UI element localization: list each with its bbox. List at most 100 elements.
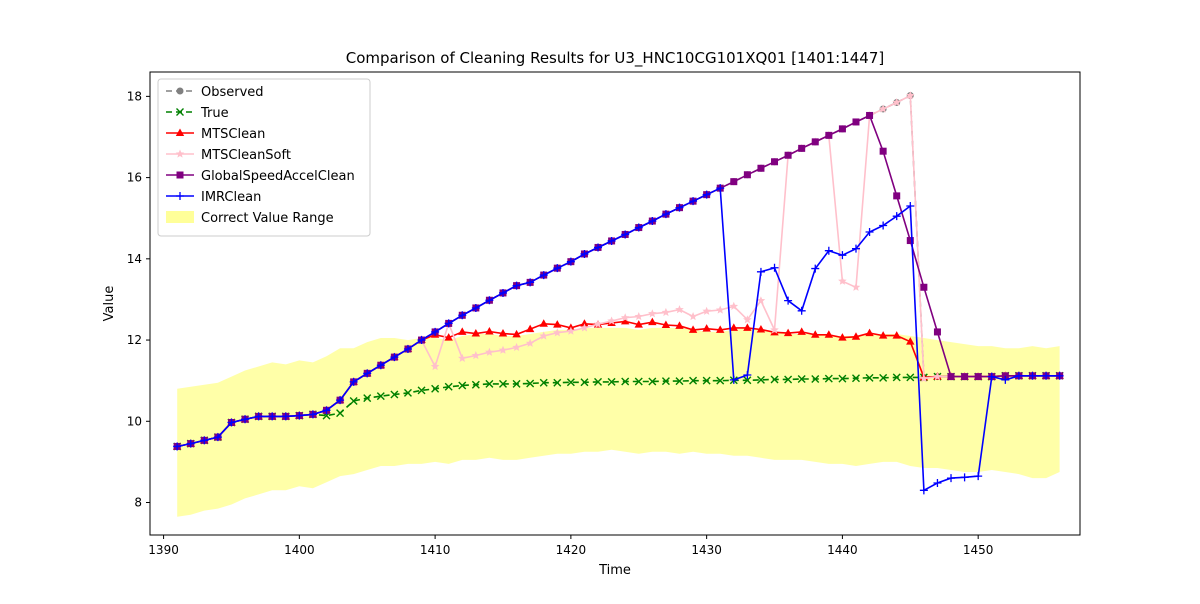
point-imrclean bbox=[431, 327, 440, 336]
point-imrclean bbox=[363, 369, 372, 378]
point-true bbox=[607, 377, 616, 386]
point-imrclean bbox=[1042, 371, 1051, 380]
series-line-true bbox=[177, 375, 1060, 448]
legend-marker-imrclean bbox=[176, 192, 184, 200]
series-layer bbox=[172, 91, 1064, 495]
legend-swatch-correct-value-range bbox=[166, 211, 194, 223]
point-imrclean bbox=[729, 375, 738, 384]
point-true bbox=[553, 378, 562, 387]
legend-label-mtsclean: MTSClean bbox=[201, 127, 265, 142]
point-imrclean bbox=[403, 344, 412, 353]
point-global-speed-accel-clean bbox=[920, 283, 928, 291]
point-imrclean bbox=[756, 267, 765, 276]
point-mtsclean-soft bbox=[702, 306, 711, 315]
point-mtsclean-soft bbox=[906, 91, 915, 100]
point-global-speed-accel-clean bbox=[743, 171, 751, 179]
x-tick-label: 1410 bbox=[420, 543, 451, 557]
legend-label-true: True bbox=[200, 106, 229, 121]
x-tick-label: 1440 bbox=[827, 543, 858, 557]
point-mtsclean-soft bbox=[553, 328, 562, 337]
point-mtsclean bbox=[851, 332, 861, 340]
point-mtsclean-soft bbox=[566, 326, 576, 335]
legend-marker-global-speed-accel-clean bbox=[176, 171, 184, 179]
point-imrclean bbox=[1001, 375, 1010, 384]
point-mtsclean bbox=[824, 330, 834, 338]
point-imrclean bbox=[471, 303, 480, 312]
point-imrclean bbox=[770, 263, 779, 272]
point-mtsclean bbox=[756, 324, 766, 333]
point-true bbox=[716, 376, 725, 385]
y-axis: 8 10 12 14 16 18 bbox=[127, 89, 150, 510]
point-mtsclean bbox=[444, 333, 453, 341]
point-mtsclean-soft bbox=[430, 362, 440, 371]
point-imrclean bbox=[376, 361, 385, 370]
point-imrclean bbox=[186, 439, 195, 448]
point-imrclean bbox=[892, 212, 901, 221]
point-mtsclean bbox=[702, 324, 711, 332]
point-mtsclean-soft bbox=[485, 347, 494, 356]
point-true bbox=[431, 384, 440, 393]
point-imrclean bbox=[227, 418, 236, 427]
point-true bbox=[336, 409, 345, 418]
point-imrclean bbox=[824, 246, 833, 255]
point-imrclean bbox=[254, 412, 263, 421]
point-mtsclean-soft bbox=[892, 98, 901, 107]
point-global-speed-accel-clean bbox=[1001, 372, 1009, 380]
series-imrclean bbox=[173, 184, 1064, 495]
x-tick-label: 1450 bbox=[963, 543, 994, 557]
point-true bbox=[512, 379, 521, 388]
point-imrclean bbox=[390, 353, 399, 362]
point-mtsclean-soft bbox=[851, 282, 861, 291]
legend-marker-mtsclean-soft bbox=[175, 149, 185, 158]
point-mtsclean-soft bbox=[498, 345, 508, 354]
point-imrclean bbox=[553, 264, 562, 273]
point-global-speed-accel-clean bbox=[825, 131, 833, 139]
point-global-speed-accel-clean bbox=[730, 178, 738, 186]
point-true bbox=[756, 375, 765, 384]
point-true bbox=[811, 375, 820, 384]
point-mtsclean bbox=[865, 328, 874, 337]
point-true bbox=[485, 379, 494, 388]
point-imrclean bbox=[308, 410, 317, 419]
point-imrclean bbox=[512, 281, 521, 290]
point-global-speed-accel-clean bbox=[838, 125, 846, 133]
point-true bbox=[471, 380, 480, 389]
point-mtsclean bbox=[498, 329, 508, 337]
y-tick-label: 14 bbox=[127, 252, 142, 266]
y-tick-label: 10 bbox=[127, 414, 142, 428]
point-mtsclean-soft bbox=[593, 319, 603, 328]
point-imrclean bbox=[417, 336, 426, 345]
point-mtsclean-soft bbox=[715, 305, 725, 314]
point-global-speed-accel-clean bbox=[974, 373, 982, 381]
point-mtsclean-soft bbox=[648, 309, 657, 318]
point-imrclean bbox=[526, 278, 535, 287]
point-mtsclean-soft bbox=[539, 331, 548, 340]
point-imrclean bbox=[594, 243, 603, 252]
point-global-speed-accel-clean bbox=[811, 138, 819, 146]
point-imrclean bbox=[851, 244, 860, 253]
point-mtsclean bbox=[743, 323, 752, 331]
legend-box bbox=[157, 78, 371, 237]
point-imrclean bbox=[716, 184, 725, 193]
point-true bbox=[743, 376, 752, 385]
point-imrclean bbox=[960, 473, 969, 482]
point-true bbox=[403, 388, 412, 397]
legend-label-global-speed-accel-clean: GlobalSpeedAccelClean bbox=[201, 169, 355, 184]
point-imrclean bbox=[607, 236, 616, 245]
point-imrclean bbox=[743, 370, 752, 379]
point-mtsclean bbox=[648, 317, 657, 326]
y-axis-label: Value bbox=[102, 286, 117, 322]
point-imrclean bbox=[213, 433, 222, 442]
point-imrclean bbox=[281, 412, 290, 421]
point-mtsclean-soft bbox=[458, 353, 467, 362]
point-imrclean bbox=[295, 411, 304, 420]
point-mtsclean bbox=[716, 325, 725, 333]
point-imrclean bbox=[322, 406, 331, 415]
point-imrclean bbox=[444, 319, 453, 328]
point-mtsclean bbox=[512, 329, 521, 338]
point-true bbox=[879, 373, 888, 382]
point-true bbox=[539, 378, 548, 387]
point-true bbox=[444, 382, 453, 391]
point-true bbox=[797, 375, 806, 384]
